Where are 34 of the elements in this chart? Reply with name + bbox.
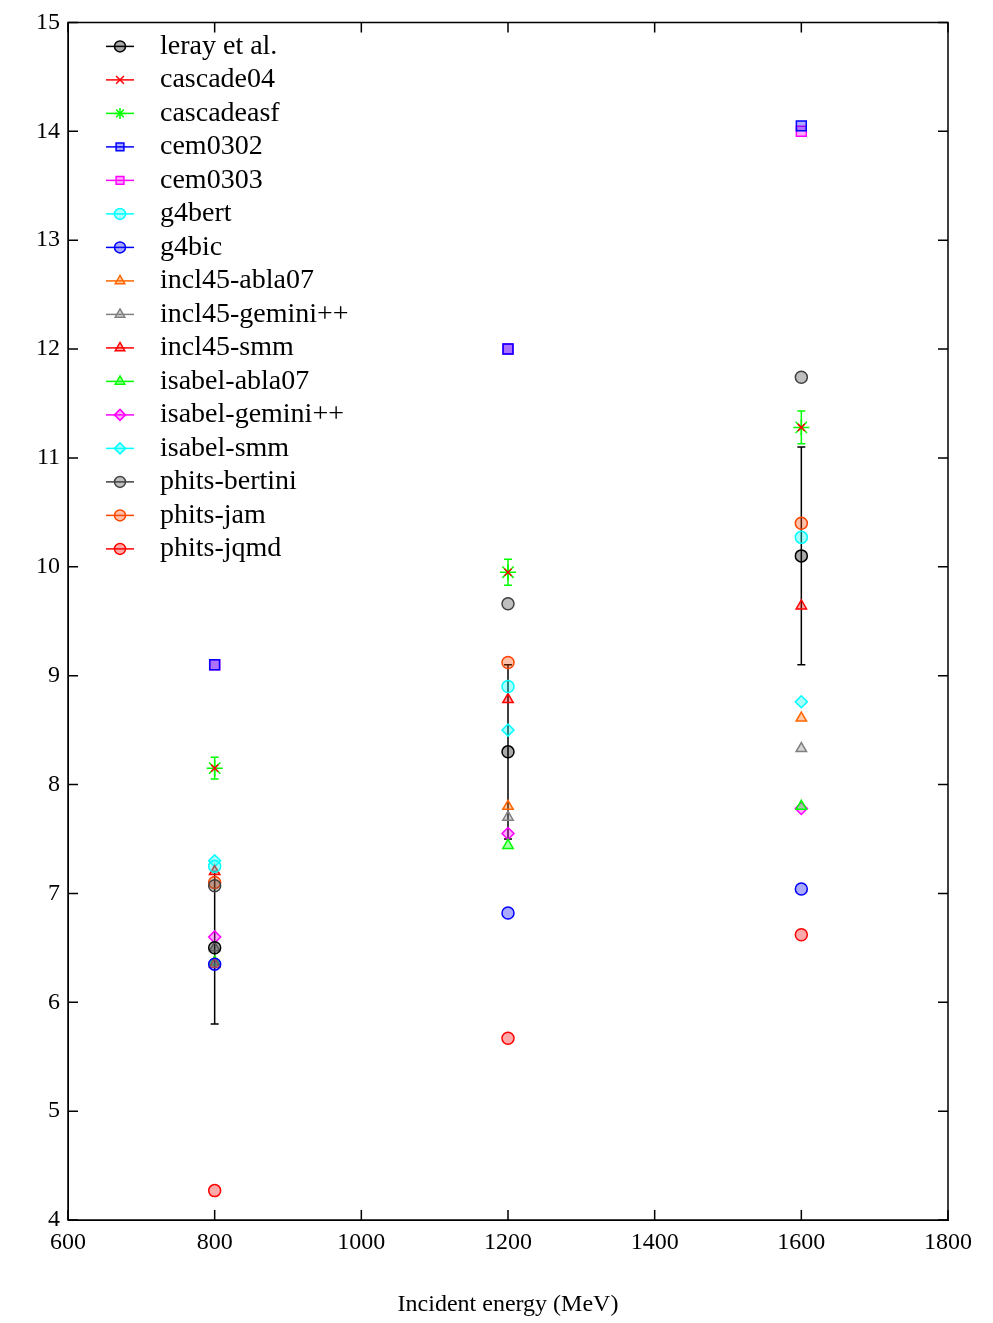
x-tick-label: 1800 [924,1227,972,1254]
legend-label: incl45-smm [160,330,294,362]
y-tick-label: 13 [36,225,60,252]
legend-label: incl45-gemini++ [160,296,349,328]
y-tick-label: 7 [48,878,60,905]
legend-label: phits-jam [160,497,266,529]
y-tick-label: 9 [48,660,60,687]
legend-label: phits-jqmd [160,531,282,563]
x-tick-label: 800 [196,1227,233,1254]
legend-label: isabel-smm [160,430,290,462]
legend-label: isabel-abla07 [160,363,310,395]
legend-label: cem0303 [160,162,263,194]
x-tick-label: 1600 [777,1227,826,1254]
y-tick-label: 5 [48,1096,60,1123]
legend-label: phits-bertini [160,464,298,496]
y-tick-label: 8 [48,769,60,796]
legend-label: cascade04 [160,62,276,94]
x-tick-label: 1200 [484,1227,532,1254]
legend-label: cascadeasf [160,95,281,127]
x-tick-label: 1000 [337,1227,386,1254]
legend-label: incl45-abla07 [160,263,314,295]
legend-label: isabel-gemini++ [160,397,344,429]
legend-label: leray et al. [160,28,278,60]
x-tick-label: 1400 [630,1227,679,1254]
x-axis-title: Incident energy (MeV) [397,1289,619,1316]
legend-label: cem0302 [160,129,263,161]
y-tick-label: 12 [36,334,60,361]
y-tick-label: 10 [36,552,60,579]
legend-label: g4bic [160,229,223,261]
legend-label: g4bert [160,196,232,228]
y-tick-label: 14 [36,116,60,143]
y-tick-label: 15 [36,7,60,34]
y-tick-label: 11 [36,443,60,470]
y-tick-label: 6 [48,987,60,1014]
